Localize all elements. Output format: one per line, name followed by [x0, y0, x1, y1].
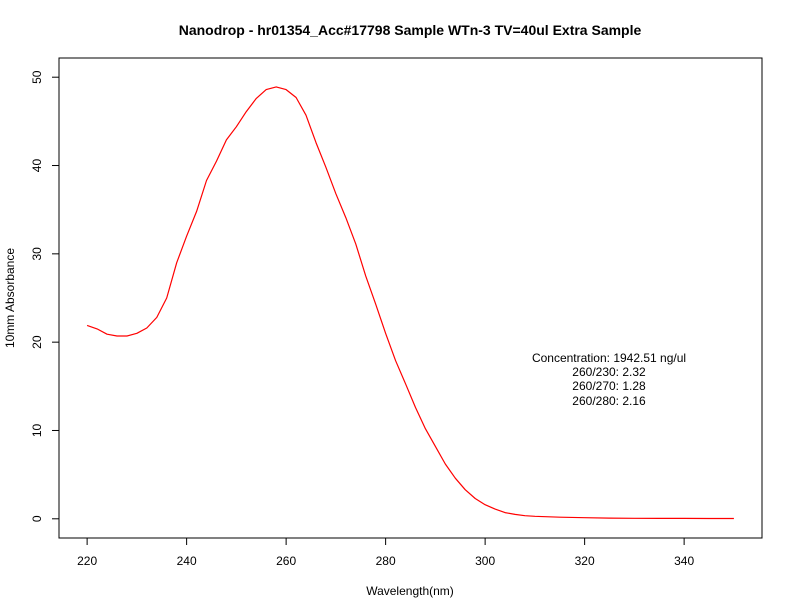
- chart-title: Nanodrop - hr01354_Acc#17798 Sample WTn-…: [179, 22, 642, 38]
- x-axis-label: Wavelength(nm): [366, 584, 454, 598]
- y-tick-label: 20: [30, 335, 44, 349]
- y-axis-label: 10mm Absorbance: [3, 248, 17, 348]
- absorbance-series-line: [86, 86, 734, 520]
- y-tick-label: 30: [30, 247, 44, 261]
- x-tick-label: 280: [376, 554, 396, 568]
- y-tick-label: 50: [30, 70, 44, 84]
- x-tick-label: 340: [674, 554, 694, 568]
- x-tick-label: 260: [276, 554, 296, 568]
- annotation-260-280: 260/280: 2.16: [572, 394, 646, 408]
- x-tick-label: 240: [177, 554, 197, 568]
- x-axis: 220 240 260 280 300 320 340: [77, 537, 694, 568]
- y-axis: 0 10 20 30 40 50: [30, 70, 60, 522]
- x-tick-label: 300: [475, 554, 495, 568]
- x-tick-label: 320: [575, 554, 595, 568]
- y-tick-label: 40: [30, 159, 44, 173]
- x-tick-label: 220: [77, 554, 97, 568]
- series-layer: [86, 86, 734, 520]
- annotation-260-230: 260/230: 2.32: [572, 365, 646, 379]
- annotation-260-270: 260/270: 1.28: [572, 379, 646, 393]
- annotation-concentration: Concentration: 1942.51 ng/ul: [532, 351, 686, 365]
- y-tick-label: 0: [30, 515, 44, 522]
- stats-annotation: Concentration: 1942.51 ng/ul 260/230: 2.…: [532, 351, 686, 408]
- y-tick-label: 10: [30, 423, 44, 437]
- plot-frame: [58, 57, 763, 539]
